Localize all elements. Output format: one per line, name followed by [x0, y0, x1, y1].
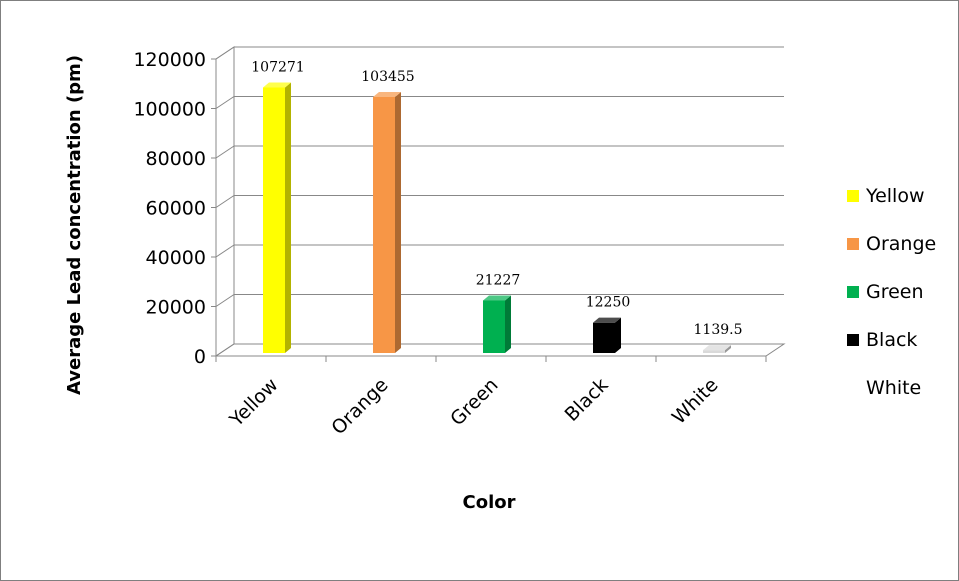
legend-label: Green [866, 281, 924, 303]
x-tick-label: Yellow [225, 374, 283, 432]
data-labels: 107271 103455 21227 12250 1139.5 [251, 60, 742, 339]
x-tick-label: Black [561, 374, 613, 426]
x-tick-label: White [668, 374, 723, 429]
legend: Yellow Orange Green Black White [847, 185, 936, 399]
x-axis-title: Color [463, 492, 516, 513]
legend-label: White [866, 377, 921, 399]
bar-front [373, 96, 395, 353]
bar-top [703, 345, 731, 351]
bar-top [373, 91, 401, 97]
gridline-depth [215, 145, 235, 159]
legend-label: Orange [866, 233, 936, 255]
gridline-depth [215, 294, 235, 307]
legend-item-white: White [866, 377, 921, 399]
y-tick-label: 80000 [146, 148, 206, 170]
data-label: 12250 [586, 295, 631, 311]
bar-top [483, 295, 511, 301]
y-tick-label: 40000 [146, 247, 206, 269]
gridline-depth [215, 96, 235, 109]
legend-item-yellow: Yellow [847, 185, 925, 207]
gridline-depth [215, 195, 235, 208]
y-tick-label: 60000 [146, 198, 206, 220]
bar-orange [373, 91, 401, 353]
category-labels: Yellow Orange Green Black White [215, 356, 767, 439]
bar-side [615, 317, 621, 353]
bar-side [505, 295, 511, 353]
data-label: 21227 [476, 272, 521, 288]
y-tick-label: 120000 [133, 49, 206, 71]
legend-swatch [847, 286, 859, 298]
x-tick-label: Green [446, 374, 502, 430]
y-axis-ticks: 0 20000 40000 60000 80000 100000 120000 [133, 49, 766, 368]
legend-swatch [847, 334, 859, 346]
bar-side [395, 91, 401, 353]
gridlines [215, 46, 784, 357]
legend-item-green: Green [847, 281, 924, 303]
data-label: 103455 [361, 69, 414, 85]
bar-black [593, 317, 621, 353]
gridline-depth [215, 343, 235, 357]
y-tick-label: 0 [194, 346, 206, 368]
data-label: 1139.5 [694, 322, 743, 338]
gridline-depth [215, 244, 235, 258]
legend-swatch [847, 238, 859, 250]
gridline-depth [215, 46, 235, 60]
bar-yellow [263, 82, 291, 353]
y-axis-title: Average Lead concentration (pm) [64, 55, 85, 395]
legend-label: Black [866, 329, 917, 351]
y-tick-label: 20000 [146, 297, 206, 319]
x-tick-label: Orange [327, 374, 392, 439]
bar-front [263, 87, 285, 353]
bars [263, 82, 731, 353]
legend-swatch [847, 190, 859, 202]
bar-side [725, 345, 731, 353]
bar-front [483, 300, 505, 353]
legend-item-orange: Orange [847, 233, 936, 255]
bar-green [483, 295, 511, 353]
bar-front [593, 322, 615, 353]
bar-top [263, 82, 291, 88]
legend-label: Yellow [865, 185, 925, 207]
legend-item-black: Black [847, 329, 917, 351]
bar-side [285, 82, 291, 353]
y-tick-label: 100000 [133, 99, 206, 121]
bar-top [593, 317, 621, 323]
bar-white [703, 345, 731, 353]
data-label: 107271 [251, 60, 304, 76]
bar-front [703, 350, 725, 353]
